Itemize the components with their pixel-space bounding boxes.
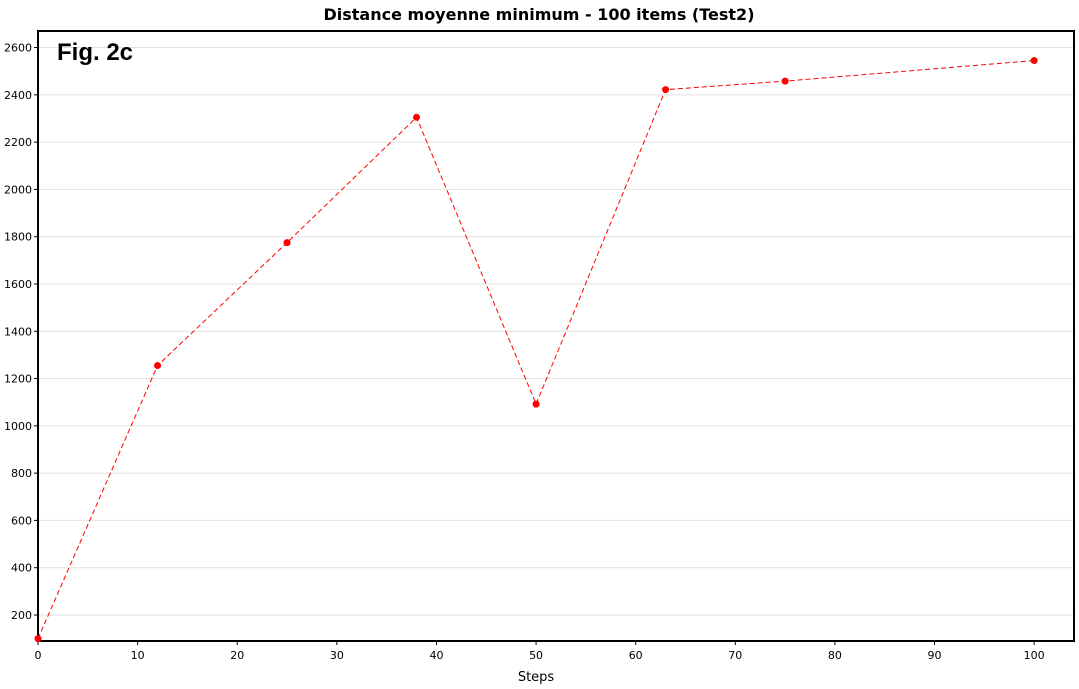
y-tick-label: 2400 xyxy=(4,89,32,102)
data-point xyxy=(34,635,42,643)
x-tick-label: 100 xyxy=(1024,649,1045,662)
y-axis: 200 400 600 800 1000 1200 1400 1600 1800 2000 2200… xyxy=(4,42,38,622)
y-tick-label: 2200 xyxy=(4,136,32,149)
y-tick-label: 200 xyxy=(11,609,32,622)
data-point xyxy=(532,400,540,408)
x-axis-label: Steps xyxy=(518,670,555,685)
y-tick-label: 800 xyxy=(11,467,32,480)
x-tick-label: 10 xyxy=(131,649,145,662)
y-tick-label: 1600 xyxy=(4,278,32,291)
data-point xyxy=(1030,57,1038,65)
data-point xyxy=(781,77,789,85)
gridlines xyxy=(38,47,1074,616)
x-tick-label: 30 xyxy=(330,649,344,662)
y-tick-label: 1400 xyxy=(4,325,32,338)
x-tick-label: 90 xyxy=(928,649,942,662)
plot-frame xyxy=(37,30,1075,642)
chart-title: Distance moyenne minimum - 100 items (Te… xyxy=(323,5,754,24)
data-point xyxy=(662,86,670,94)
data-point xyxy=(413,113,421,121)
x-tick-label: 40 xyxy=(429,649,443,662)
x-tick-label: 50 xyxy=(529,649,543,662)
series-group xyxy=(34,57,1038,643)
y-tick-label: 1200 xyxy=(4,373,32,386)
y-tick-label: 400 xyxy=(11,562,32,575)
y-tick-label: 2000 xyxy=(4,183,32,196)
x-tick-label: 70 xyxy=(728,649,742,662)
y-tick-label: 1000 xyxy=(4,420,32,433)
data-point xyxy=(283,239,291,247)
x-axis: 0 10 20 30 40 50 60 70 80 90 100 xyxy=(35,641,1045,662)
x-tick-label: 60 xyxy=(629,649,643,662)
x-tick-label: 20 xyxy=(230,649,244,662)
series-line xyxy=(37,60,1035,639)
x-tick-label: 80 xyxy=(828,649,842,662)
figure-annotation: Fig. 2c xyxy=(57,39,133,66)
data-point xyxy=(154,362,162,370)
x-tick-label: 0 xyxy=(35,649,42,662)
y-tick-label: 2600 xyxy=(4,42,32,55)
y-tick-label: 1800 xyxy=(4,231,32,244)
y-tick-label: 600 xyxy=(11,514,32,527)
